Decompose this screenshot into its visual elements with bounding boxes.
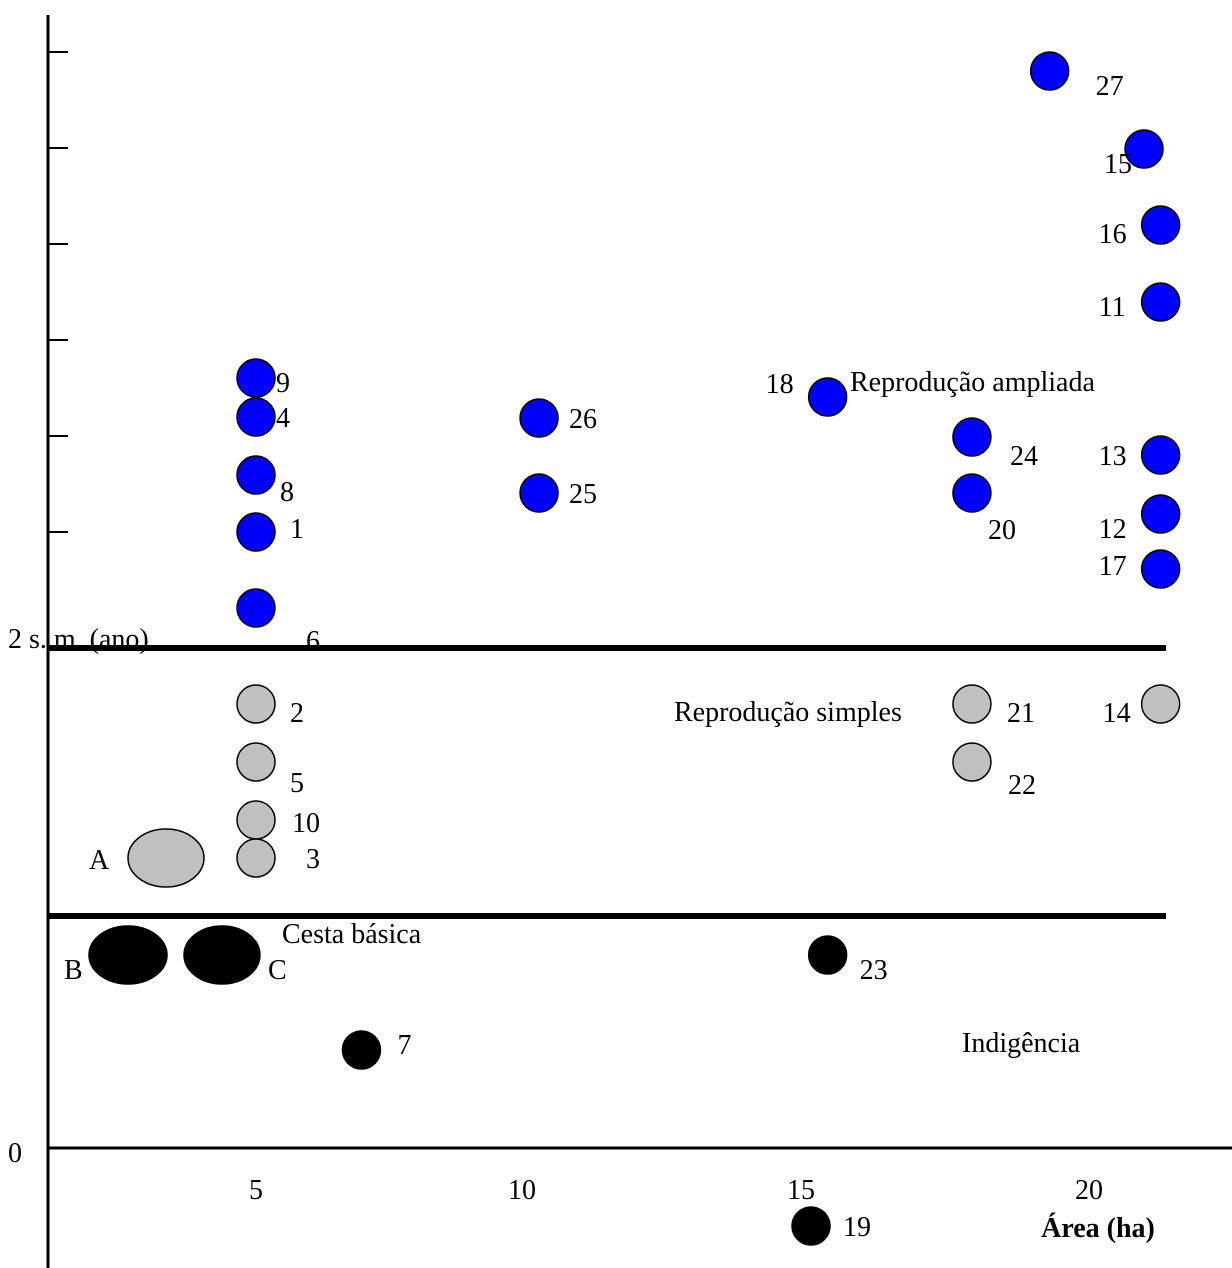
data-point-label-20: 20	[988, 515, 1016, 546]
data-point-label-1: 1	[290, 514, 304, 545]
data-point-label-19: 19	[843, 1212, 871, 1243]
x-axis-label: Área (ha)	[1041, 1213, 1155, 1244]
data-point-25	[519, 473, 559, 513]
x-tick-label: 20	[1075, 1175, 1103, 1206]
data-point-12	[1140, 494, 1181, 534]
data-point-label-23: 23	[860, 955, 888, 986]
data-point-14	[1140, 684, 1181, 724]
data-point-23	[807, 935, 848, 975]
region-label-reproducao-ampliada: Reprodução ampliada	[850, 367, 1095, 398]
data-point-label-7: 7	[397, 1030, 411, 1061]
data-point-24	[952, 417, 992, 457]
data-point-label-9: 9	[276, 368, 290, 399]
data-point-13	[1140, 435, 1181, 475]
data-point-7	[341, 1030, 382, 1070]
data-point-18	[807, 377, 848, 417]
data-point-label-24: 24	[1010, 441, 1038, 472]
data-point-10	[236, 800, 276, 840]
data-point-label-6: 6	[306, 626, 320, 657]
data-point-20	[952, 473, 992, 513]
data-point-label-18: 18	[766, 369, 794, 400]
aggregate-marker-c	[183, 925, 261, 985]
data-point-label-27: 27	[1096, 71, 1124, 102]
data-point-label-21: 21	[1007, 698, 1035, 729]
data-point-label-11: 11	[1099, 292, 1126, 323]
threshold-label-cesta-basica: Cesta básica	[282, 919, 422, 950]
aggregate-label-c: C	[268, 955, 287, 986]
y-origin-label: 0	[8, 1138, 22, 1169]
data-point-26	[519, 398, 559, 438]
region-label-reproducao-simples: Reprodução simples	[674, 697, 902, 728]
data-point-label-16: 16	[1099, 219, 1127, 250]
x-tick-label: 15	[787, 1175, 815, 1206]
data-point-11	[1140, 282, 1181, 322]
data-point-5	[236, 742, 276, 782]
data-point-4	[236, 397, 276, 437]
data-point-2	[236, 684, 276, 724]
aggregate-marker-a	[127, 828, 205, 888]
data-point-8	[236, 455, 276, 495]
aggregate-label-a: A	[89, 845, 110, 876]
region-label-indigencia: Indigência	[962, 1028, 1081, 1059]
data-point-19	[791, 1206, 831, 1246]
data-point-label-25: 25	[569, 479, 597, 510]
data-point-label-22: 22	[1008, 770, 1036, 801]
data-point-22	[952, 742, 992, 782]
data-point-6	[236, 588, 276, 628]
data-point-21	[952, 684, 992, 724]
data-point-label-5: 5	[290, 768, 304, 799]
data-point-label-4: 4	[276, 403, 290, 434]
aggregate-label-b: B	[64, 955, 83, 986]
aggregate-marker-b	[88, 925, 168, 985]
x-tick-label: 10	[508, 1175, 536, 1206]
data-point-3	[236, 838, 276, 878]
data-point-label-8: 8	[280, 477, 294, 508]
data-point-15	[1124, 129, 1164, 169]
y-axis-ticks	[48, 51, 68, 533]
data-point-label-3: 3	[306, 844, 320, 875]
data-point-label-17: 17	[1099, 551, 1127, 582]
data-point-16	[1140, 205, 1181, 245]
data-point-label-13: 13	[1099, 441, 1127, 472]
x-tick-label: 5	[249, 1175, 263, 1206]
threshold-label-2sm: 2 s. m. (ano)	[8, 624, 149, 655]
data-point-label-26: 26	[569, 404, 597, 435]
aggregate-markers: A B C	[64, 828, 287, 986]
data-point-17	[1140, 549, 1181, 589]
data-point-1	[236, 512, 276, 552]
data-point-9	[236, 358, 276, 398]
data-point-label-12: 12	[1099, 514, 1127, 545]
data-point-27	[1029, 51, 1070, 91]
data-point-label-2: 2	[290, 698, 304, 729]
data-point-label-10: 10	[292, 808, 320, 839]
data-point-label-14: 14	[1103, 698, 1131, 729]
data-point-label-15: 15	[1104, 149, 1132, 180]
